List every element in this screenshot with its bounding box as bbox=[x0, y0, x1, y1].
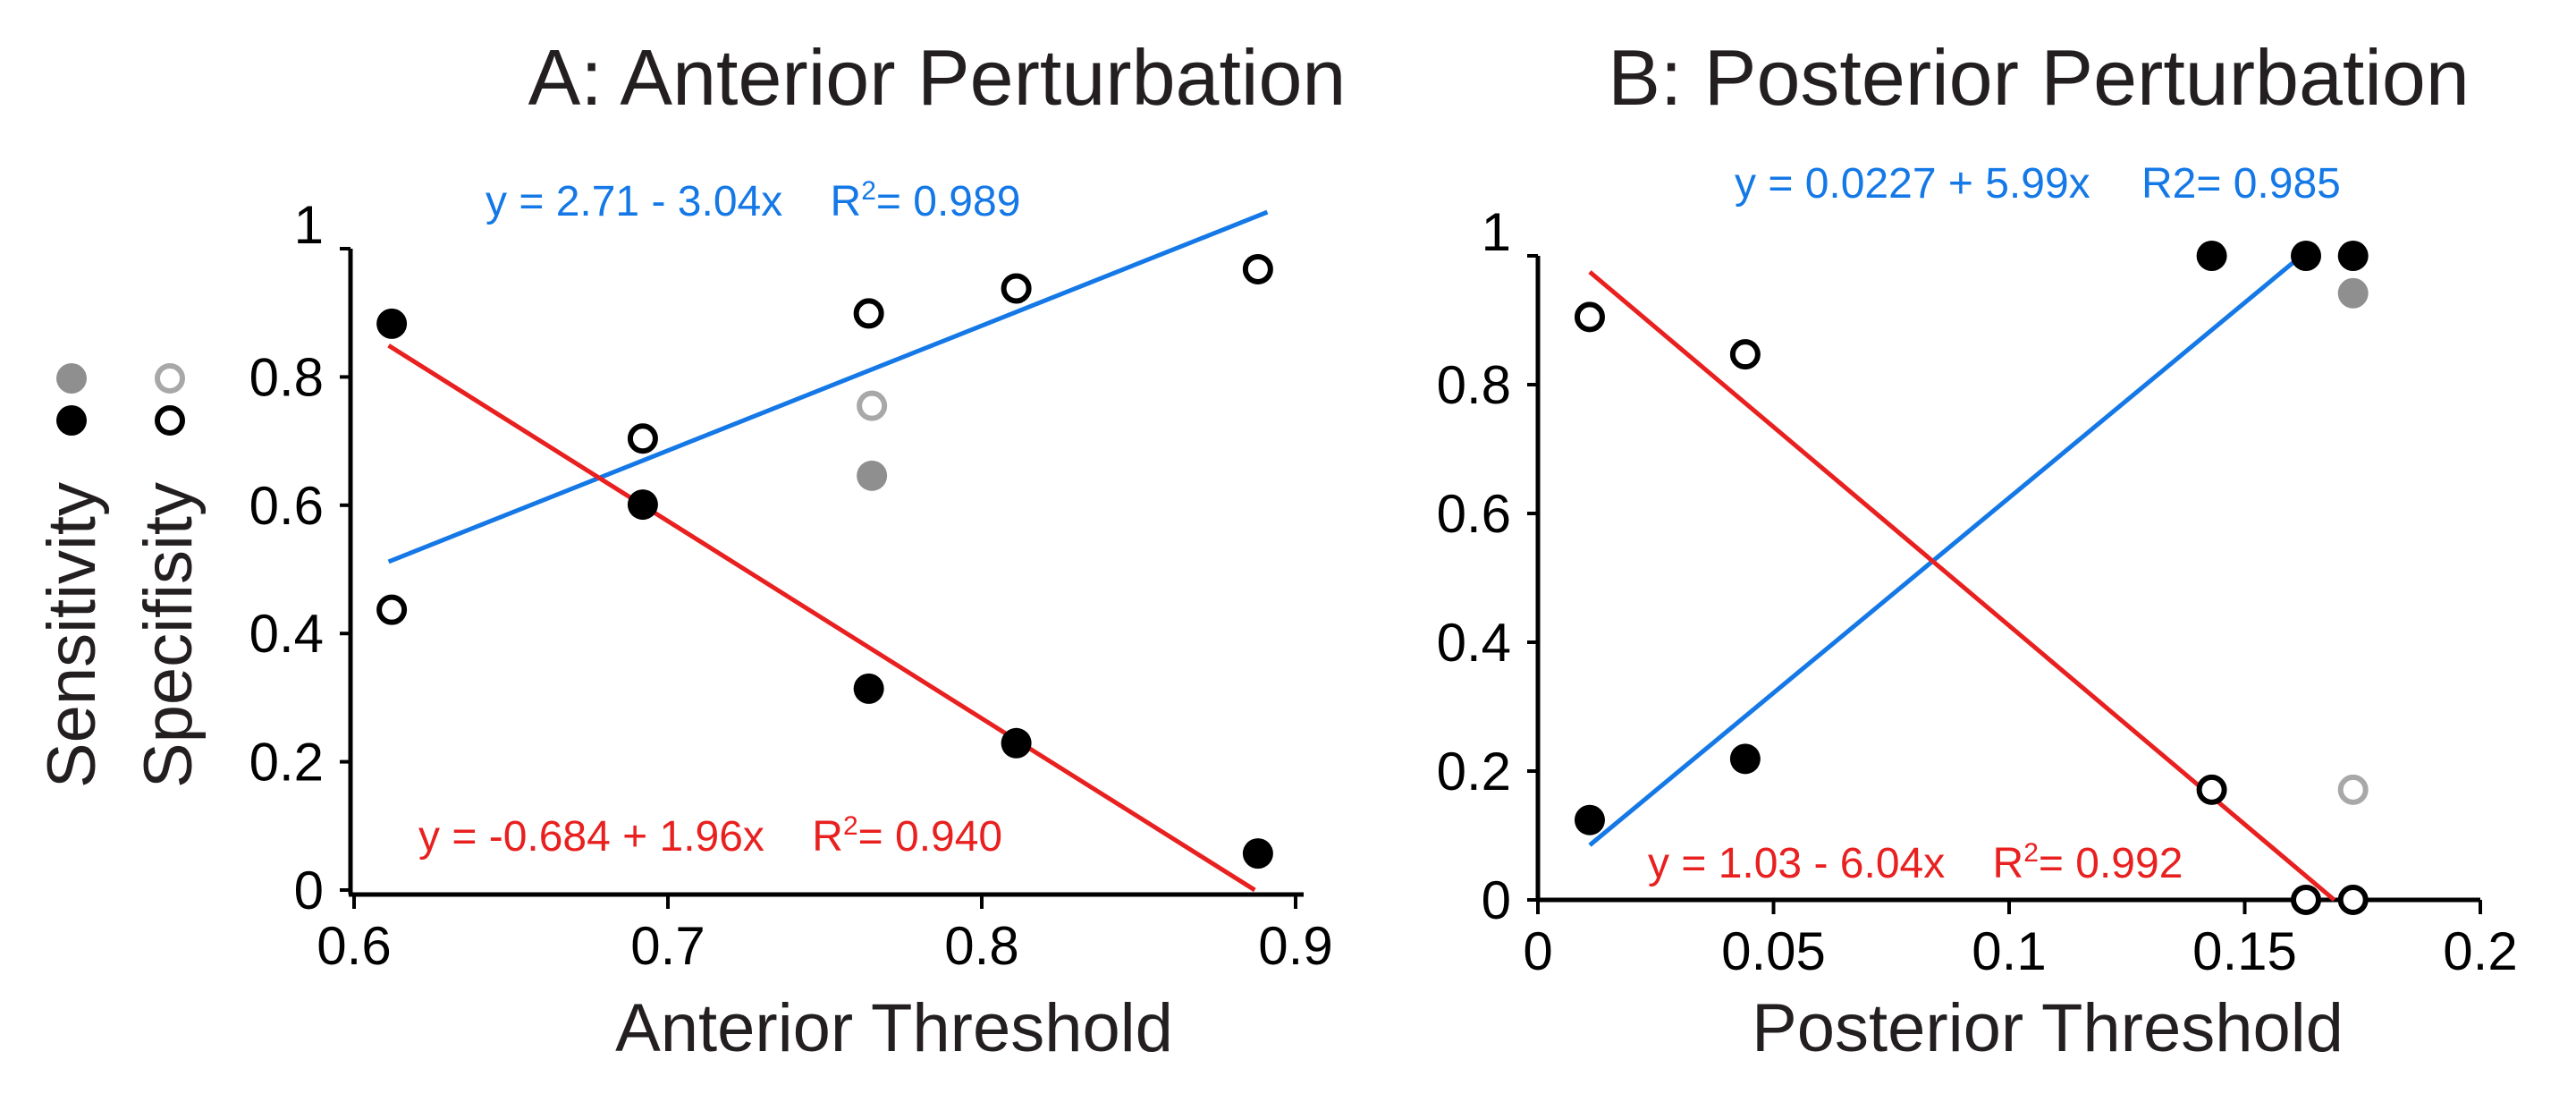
blue-fit-line bbox=[387, 209, 1269, 564]
y-tick-label: 0.4 bbox=[249, 604, 324, 664]
y-tick-label: 0.6 bbox=[1437, 484, 1511, 544]
blue-fit-line bbox=[1588, 254, 2303, 847]
chart-title: A: Anterior Perturbation bbox=[528, 33, 1347, 122]
y-axis-ticks: 0 0.2 0.4 0.6 0.8 1 bbox=[1437, 202, 1538, 930]
x-tick-label: 0.05 bbox=[1721, 921, 1826, 981]
x-tick-label: 0.8 bbox=[944, 916, 1018, 976]
data-points bbox=[1574, 241, 2369, 915]
red-fit-r2-value: = 0.992 bbox=[2039, 840, 2183, 887]
sensitivity-point bbox=[1729, 743, 1761, 775]
specificity-point bbox=[2196, 774, 2227, 805]
sensitivity-point bbox=[853, 673, 884, 704]
specificity-point bbox=[1242, 253, 1273, 284]
y-tick-label: 0.4 bbox=[1437, 613, 1511, 673]
specificity-point bbox=[853, 298, 884, 329]
red-fit-r2-label: R bbox=[812, 813, 843, 861]
specificity-point bbox=[1729, 339, 1761, 370]
y-tick-label: 0.8 bbox=[1437, 355, 1511, 415]
sensitivity-point bbox=[2196, 241, 2227, 271]
x-tick-label: 0.6 bbox=[317, 916, 391, 976]
y-axis-ticks: 0 0.2 0.4 0.6 0.8 1 bbox=[249, 195, 351, 920]
blue-fit-equation: y = 2.71 - 3.04x R2= 0.989 bbox=[486, 176, 1020, 225]
x-tick-label: 0.1 bbox=[1972, 921, 2046, 981]
x-axis-ticks: 0.6 0.7 0.8 0.9 bbox=[317, 895, 1333, 976]
red-fit-line bbox=[1588, 270, 2336, 902]
blue-fit-formula: y = 0.0227 + 5.99x bbox=[1735, 160, 2090, 208]
x-axis-title: Anterior Threshold bbox=[615, 990, 1173, 1066]
chart-title: B: Posterior Perturbation bbox=[1608, 33, 2470, 122]
y-tick-label: 0.8 bbox=[249, 347, 324, 407]
legend-specificity-gray-marker bbox=[155, 363, 185, 394]
specificity-point bbox=[2337, 774, 2369, 805]
red-fit-formula: y = 1.03 - 6.04x bbox=[1648, 840, 1945, 887]
x-axis-ticks: 0 0.05 0.1 0.15 0.2 bbox=[1523, 900, 2518, 981]
sensitivity-point bbox=[1574, 804, 1605, 835]
fit-lines bbox=[1588, 254, 2336, 902]
x-tick-label: 0 bbox=[1523, 921, 1552, 981]
legend-sensitivity-black-marker bbox=[56, 405, 87, 436]
blue-fit-r2-value: = 0.989 bbox=[876, 178, 1020, 225]
svg-text:y = 0.0227 + 5.99x R2=: y = 0.0227 + 5.99x R2= 0.985 bbox=[1735, 160, 2341, 208]
red-fit-equation: y = 1.03 - 6.04x R2= 0.992 bbox=[1648, 838, 2183, 887]
y-tick-label: 1 bbox=[1482, 202, 1511, 262]
specificity-point bbox=[1574, 301, 1605, 333]
y-axis-label-specificity: Specifisity bbox=[131, 482, 207, 788]
blue-fit-formula: y = 2.71 - 3.04x bbox=[486, 178, 782, 225]
y-tick-label: 0.2 bbox=[249, 733, 324, 793]
svg-text:y = -0.684 + 1.96x R2=: y = -0.684 + 1.96x R2= 0.940 bbox=[418, 811, 1002, 861]
blue-fit-r2-label: R2 bbox=[2141, 160, 2196, 208]
sensitivity-point bbox=[2291, 241, 2322, 271]
panel-posterior: B: Posterior Perturbation Posterior Thre… bbox=[1437, 33, 2518, 1066]
sensitivity-point bbox=[1242, 838, 1273, 869]
red-fit-formula: y = -0.684 + 1.96x bbox=[418, 813, 764, 861]
red-fit-r2-sup: 2 bbox=[2023, 838, 2039, 868]
specificity-point bbox=[2337, 885, 2369, 915]
legend-specificity-black-marker bbox=[155, 405, 185, 436]
sensitivity-point bbox=[2337, 241, 2369, 271]
svg-text:y = 1.03 - 6.04x R2= 0: y = 1.03 - 6.04x R2= 0.992 bbox=[1648, 838, 2183, 887]
specificity-point bbox=[376, 594, 408, 625]
x-axis-title: Posterior Threshold bbox=[1752, 990, 2344, 1066]
blue-fit-r2-sup: 2 bbox=[861, 176, 876, 206]
fit-lines bbox=[387, 209, 1269, 893]
specificity-point bbox=[1001, 273, 1032, 304]
sensitivity-point bbox=[376, 308, 408, 339]
red-fit-r2-label: R bbox=[1993, 840, 2024, 887]
specificity-point bbox=[2291, 885, 2322, 915]
specificity-point bbox=[627, 423, 658, 454]
red-fit-r2-value: = 0.940 bbox=[858, 813, 1002, 861]
y-tick-label: 0 bbox=[1482, 870, 1511, 930]
blue-fit-r2-value: = 0.985 bbox=[2196, 160, 2340, 208]
y-axis-label: Sensitivity Specifisity bbox=[34, 363, 207, 788]
svg-text:y = 2.71 - 3.04x R2= 0: y = 2.71 - 3.04x R2= 0.989 bbox=[486, 176, 1020, 225]
red-fit-line bbox=[387, 343, 1256, 893]
axes bbox=[1535, 256, 2480, 903]
y-tick-label: 0 bbox=[294, 861, 324, 920]
panel-anterior: A: Anterior Perturbation Anterior Thresh… bbox=[249, 33, 1347, 1066]
y-tick-label: 1 bbox=[294, 195, 324, 255]
y-tick-label: 0.2 bbox=[1437, 742, 1511, 801]
sensitivity-point bbox=[1001, 727, 1032, 759]
specificity-point bbox=[857, 390, 888, 421]
axes bbox=[348, 249, 1304, 897]
x-tick-label: 0.7 bbox=[630, 916, 705, 976]
sensitivity-point bbox=[2337, 277, 2369, 309]
sensitivity-point bbox=[857, 460, 888, 491]
blue-fit-r2-label: R bbox=[831, 178, 862, 225]
x-tick-label: 0.15 bbox=[2192, 921, 2297, 981]
sensitivity-point bbox=[627, 489, 658, 521]
red-fit-equation: y = -0.684 + 1.96x R2= 0.940 bbox=[418, 811, 1002, 861]
legend-sensitivity-gray-marker bbox=[56, 363, 87, 394]
x-tick-label: 0.2 bbox=[2443, 921, 2517, 981]
blue-fit-equation: y = 0.0227 + 5.99x R2= 0.985 bbox=[1735, 160, 2341, 208]
x-tick-label: 0.9 bbox=[1258, 916, 1332, 976]
red-fit-r2-sup: 2 bbox=[843, 811, 858, 841]
y-axis-label-sensitivity: Sensitivity bbox=[34, 482, 110, 788]
y-tick-label: 0.6 bbox=[249, 476, 324, 536]
data-points bbox=[376, 253, 1273, 869]
